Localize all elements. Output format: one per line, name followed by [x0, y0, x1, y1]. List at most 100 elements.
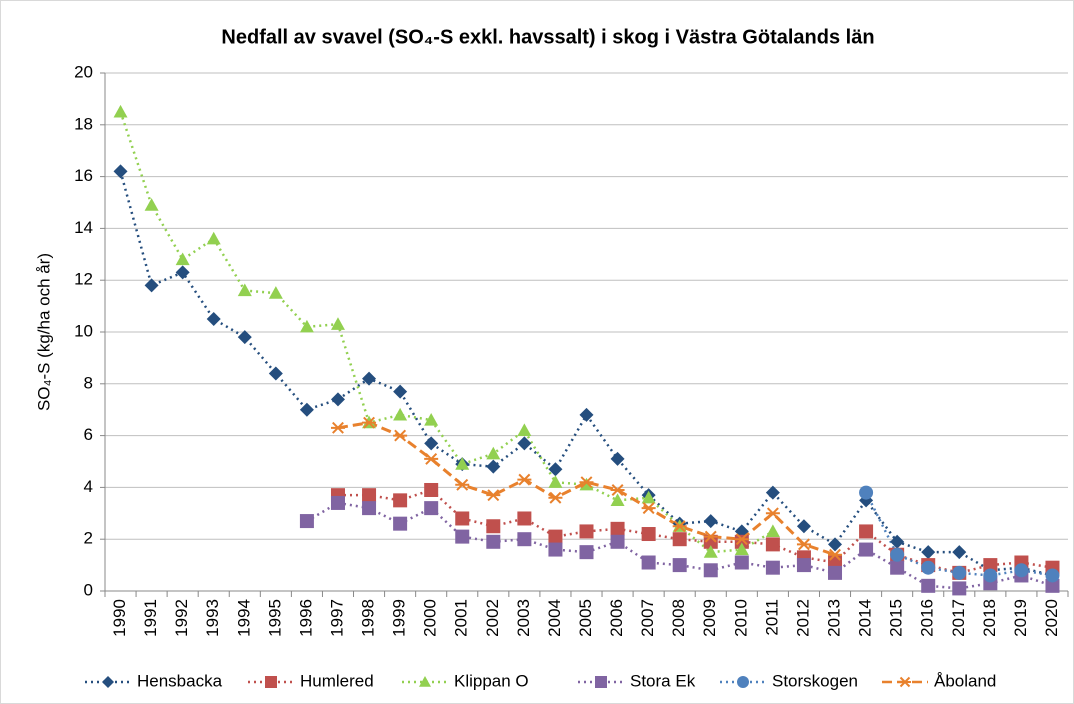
point — [362, 371, 377, 386]
x-tick-label: 2017 — [949, 599, 968, 637]
x-tick-label: 2015 — [887, 599, 906, 637]
legend-item: Stora Ek — [578, 671, 696, 690]
x-tick-label: 2000 — [421, 599, 440, 637]
point — [393, 429, 408, 442]
y-tick-label: 16 — [74, 166, 93, 185]
point — [330, 392, 345, 407]
series-line — [337, 421, 836, 557]
legend-item: Åboland — [882, 671, 996, 690]
point — [703, 530, 718, 543]
point — [175, 252, 190, 266]
point — [579, 407, 594, 422]
point — [703, 514, 718, 529]
point — [734, 555, 749, 570]
point — [486, 519, 501, 534]
point — [175, 265, 190, 280]
point — [424, 413, 439, 426]
point — [1014, 563, 1029, 578]
point — [517, 423, 532, 437]
legend-label: Åboland — [934, 671, 996, 690]
point — [113, 104, 128, 118]
x-tick-label: 2014 — [856, 599, 875, 637]
point — [983, 568, 998, 583]
point — [765, 524, 780, 538]
point — [579, 545, 594, 560]
point — [828, 548, 843, 561]
series-line — [119, 111, 774, 554]
x-tick-label: 2006 — [607, 599, 626, 637]
point — [828, 565, 843, 580]
point — [113, 164, 128, 179]
point — [703, 545, 718, 558]
x-tick-label: 1990 — [110, 599, 129, 637]
point — [796, 519, 811, 534]
point — [144, 198, 159, 211]
point — [486, 489, 501, 502]
x-tick-label: 1993 — [203, 599, 222, 637]
point — [486, 446, 501, 460]
point — [1045, 578, 1060, 593]
y-axis-label: SO₄-S (kg/ha och år) — [34, 253, 53, 411]
point — [548, 491, 563, 504]
point — [455, 457, 470, 470]
x-tick-label: 2011 — [762, 599, 781, 636]
point — [424, 482, 439, 497]
point — [610, 521, 625, 536]
legend-marker — [595, 676, 607, 688]
x-tick-label: 2005 — [576, 599, 595, 637]
legend-label: Stora Ek — [630, 671, 696, 690]
y-tick-label: 12 — [74, 270, 93, 289]
legend-marker — [419, 676, 431, 687]
point — [672, 558, 687, 573]
y-tick-label: 18 — [74, 114, 93, 133]
point — [206, 312, 221, 327]
x-tick-label: 2004 — [545, 599, 564, 637]
point — [765, 560, 780, 575]
point — [486, 459, 501, 474]
y-tick-label: 14 — [74, 218, 93, 237]
point — [299, 402, 314, 417]
x-tick-label: 2003 — [514, 599, 533, 637]
y-tick-label: 0 — [84, 580, 93, 599]
point — [641, 490, 656, 504]
point — [393, 516, 408, 531]
point — [610, 493, 625, 506]
point — [610, 484, 625, 496]
point — [299, 319, 314, 333]
point — [393, 493, 408, 508]
x-tick-label: 2012 — [793, 599, 812, 637]
legend-label: Storskogen — [772, 671, 858, 690]
chart-title: Nedfall av svavel (SO₄-S exkl. havssalt)… — [221, 26, 874, 48]
y-tick-label: 20 — [74, 62, 93, 81]
point — [983, 558, 998, 573]
point — [393, 407, 408, 421]
point — [330, 421, 345, 434]
x-tick-label: 2016 — [918, 599, 937, 637]
x-tick-label: 1997 — [327, 599, 346, 637]
point — [144, 278, 159, 293]
point — [268, 286, 283, 299]
x-tick-label: 1991 — [141, 599, 160, 637]
x-tick-label: 2019 — [1011, 599, 1030, 637]
point — [641, 502, 656, 515]
point — [517, 511, 532, 526]
point — [486, 534, 501, 549]
x-tick-label: 2008 — [669, 599, 688, 637]
point — [548, 542, 563, 557]
point — [765, 485, 780, 500]
x-tick-label: 2007 — [638, 599, 657, 637]
point — [703, 563, 718, 578]
point — [237, 283, 252, 297]
point — [362, 488, 377, 503]
point — [424, 452, 439, 465]
legend-item: Humlered — [248, 671, 374, 690]
point — [237, 330, 252, 345]
legend-marker — [737, 676, 749, 688]
point — [548, 475, 563, 488]
point — [517, 436, 532, 451]
x-tick-label: 2010 — [731, 599, 750, 637]
point — [299, 514, 314, 529]
